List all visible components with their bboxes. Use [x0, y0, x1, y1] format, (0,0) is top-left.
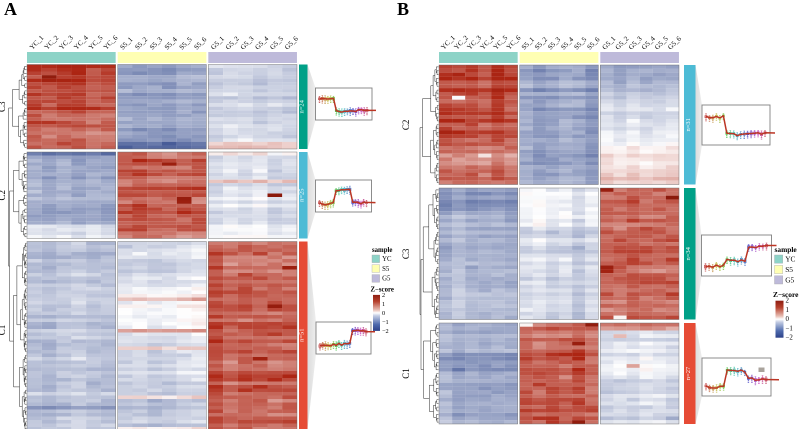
- svg-text:Z−score: Z−score: [371, 286, 394, 293]
- svg-text:C2: C2: [0, 190, 7, 201]
- svg-text:n=31: n=31: [685, 118, 692, 131]
- svg-text:1: 1: [382, 301, 385, 308]
- svg-text:2: 2: [786, 298, 790, 305]
- svg-text:S5: S5: [382, 266, 390, 273]
- svg-text:G5: G5: [785, 276, 794, 285]
- svg-text:n=24: n=24: [298, 99, 305, 113]
- svg-text:−2: −2: [382, 328, 389, 335]
- svg-text:sample: sample: [775, 245, 798, 254]
- svg-text:C3: C3: [401, 248, 411, 259]
- svg-text:A: A: [4, 0, 17, 19]
- svg-text:G5: G5: [382, 276, 391, 283]
- svg-text:0: 0: [382, 310, 385, 317]
- svg-text:−1: −1: [382, 319, 389, 326]
- svg-text:n=34: n=34: [685, 246, 692, 260]
- svg-text:0: 0: [786, 316, 790, 323]
- svg-text:n=51: n=51: [298, 328, 305, 341]
- svg-text:C3: C3: [0, 101, 7, 112]
- svg-text:Z−score: Z−score: [773, 290, 799, 299]
- svg-text:YC: YC: [785, 255, 795, 264]
- svg-text:1: 1: [786, 307, 790, 314]
- svg-text:−1: −1: [786, 325, 794, 332]
- svg-text:YC: YC: [382, 256, 392, 263]
- svg-text:n=25: n=25: [298, 188, 305, 201]
- svg-text:C1: C1: [0, 325, 7, 336]
- svg-text:S5: S5: [785, 265, 793, 274]
- svg-text:B: B: [397, 0, 409, 19]
- svg-text:−2: −2: [786, 335, 794, 342]
- svg-text:2: 2: [382, 292, 385, 299]
- svg-text:C2: C2: [401, 120, 411, 131]
- svg-text:C1: C1: [401, 368, 411, 379]
- svg-text:n=27: n=27: [685, 366, 692, 380]
- svg-text:sample: sample: [372, 247, 392, 254]
